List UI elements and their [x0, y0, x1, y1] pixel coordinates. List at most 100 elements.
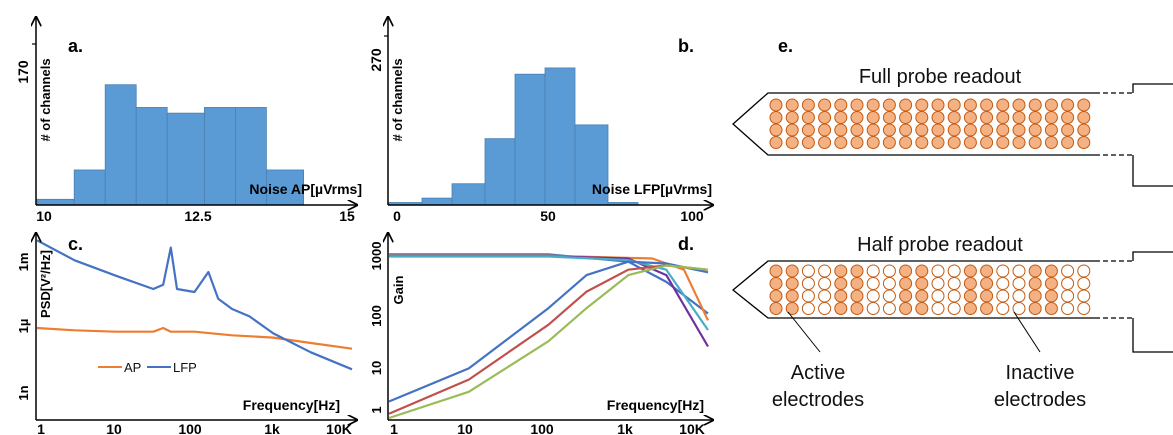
panel-c-ylabel: PSD[V²/Hz]	[38, 250, 53, 318]
half-electrode	[1077, 289, 1091, 303]
b-bar-1	[421, 197, 453, 206]
full-probe-shank	[732, 92, 1095, 156]
half-electrode	[963, 289, 977, 303]
full-electrode	[980, 123, 994, 137]
panel-e-label: e.	[778, 36, 793, 56]
active-label-line1: Active	[791, 362, 845, 384]
panel-b-bars	[388, 67, 639, 206]
half-electrode	[931, 264, 945, 278]
a-bar-5	[203, 107, 236, 206]
full-electrode	[834, 98, 848, 112]
half-electrode	[801, 264, 815, 278]
full-electrode	[963, 136, 977, 149]
panel-a-xtick-15: 15	[339, 208, 355, 224]
full-electrode	[866, 123, 880, 137]
half-electrode	[882, 277, 896, 290]
full-electrode	[1061, 136, 1075, 149]
full-electrode	[818, 136, 832, 149]
full-electrode	[1012, 136, 1026, 149]
full-electrode	[1028, 111, 1042, 124]
panel-d-ylabel: Gain	[391, 275, 406, 304]
half-electrode	[996, 277, 1010, 290]
half-electrode	[980, 277, 994, 290]
half-electrode	[1061, 277, 1075, 290]
panel-c: c. 1m 1µ 1n PSD[V²/Hz] Frequency[Hz] 1 1…	[16, 234, 356, 435]
half-electrode	[882, 289, 896, 303]
panel-a: a. 170 # of channels Noise AP[µVrms] 10 …	[15, 18, 362, 224]
panel-b-ylabel: # of channels	[390, 58, 405, 141]
full-electrode	[850, 123, 864, 137]
half-electrode	[882, 264, 896, 278]
full-electrode	[1028, 136, 1042, 149]
active-pointer	[787, 311, 821, 353]
full-electrode	[785, 136, 799, 149]
full-electrode	[915, 111, 929, 124]
full-electrode	[866, 98, 880, 112]
half-electrode	[850, 264, 864, 278]
panel-a-xlabel: Noise AP[µVrms]	[249, 181, 362, 197]
full-electrode	[1044, 136, 1058, 149]
full-electrode	[947, 98, 961, 112]
half-electrode	[818, 264, 832, 278]
half-electrode	[834, 289, 848, 303]
half-electrode	[1028, 264, 1042, 278]
full-electrode	[785, 98, 799, 112]
full-electrode	[801, 98, 815, 112]
half-electrode	[915, 302, 929, 315]
full-electrode	[899, 123, 913, 137]
half-electrode	[1012, 302, 1026, 315]
full-probe-title: Full probe readout	[859, 66, 1022, 88]
full-electrode	[1077, 136, 1091, 149]
a-bar-2	[104, 84, 137, 206]
panel-d-xtick-1: 1	[390, 421, 398, 435]
panel-b-xtick-50: 50	[540, 208, 556, 224]
half-electrode	[1061, 264, 1075, 278]
panel-a-ytick-max: 170	[15, 60, 31, 84]
half-electrode	[866, 277, 880, 290]
full-electrode	[769, 111, 783, 124]
half-electrode	[801, 302, 815, 315]
half-electrode	[899, 302, 913, 315]
half-electrode	[769, 289, 783, 303]
panel-d-ytick-1000: 1000	[369, 242, 384, 271]
half-electrode	[785, 302, 799, 315]
full-electrode	[1061, 111, 1075, 124]
panel-b-ytick-max: 270	[368, 48, 384, 72]
panel-e: e. Full probe readout Half probe readout…	[731, 36, 1173, 411]
full-electrode	[899, 111, 913, 124]
panel-d-xtick-10: 10	[457, 421, 473, 435]
full-electrode	[947, 123, 961, 137]
full-electrode	[769, 123, 783, 137]
half-electrode	[1061, 302, 1075, 315]
legend-lfp-label: LFP	[173, 360, 197, 375]
half-electrode	[801, 277, 815, 290]
half-electrode	[963, 264, 977, 278]
full-electrode	[1012, 98, 1026, 112]
panel-a-bars	[36, 84, 304, 206]
half-electrode	[915, 277, 929, 290]
full-electrode	[1077, 98, 1091, 112]
half-electrode	[834, 302, 848, 315]
full-electrode	[1077, 111, 1091, 124]
full-electrode	[769, 136, 783, 149]
half-electrode	[866, 302, 880, 315]
half-electrode	[818, 277, 832, 290]
full-electrode	[801, 111, 815, 124]
half-electrode	[899, 289, 913, 303]
half-electrode	[947, 289, 961, 303]
full-electrode	[1061, 123, 1075, 137]
d-series-3	[389, 255, 709, 331]
full-electrode	[850, 98, 864, 112]
half-electrode	[947, 264, 961, 278]
full-electrode	[850, 136, 864, 149]
half-electrode	[1012, 277, 1026, 290]
half-electrode	[1044, 302, 1058, 315]
a-bar-6	[234, 107, 267, 206]
full-electrode	[947, 136, 961, 149]
a-bar-3	[135, 107, 168, 206]
half-electrode	[1012, 264, 1026, 278]
half-electrode	[996, 302, 1010, 315]
half-electrode	[834, 264, 848, 278]
full-probe-electrodes	[769, 98, 1091, 149]
